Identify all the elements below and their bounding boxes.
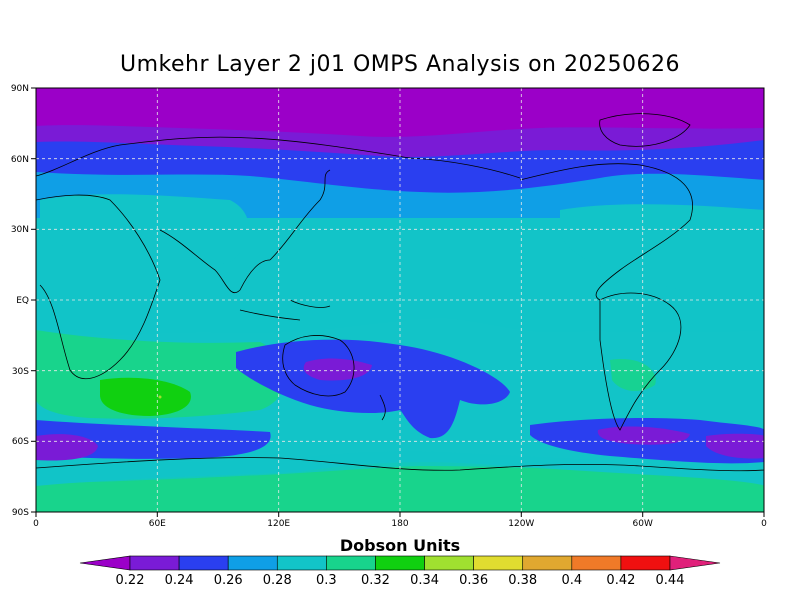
colorbar-arrow-high [669, 555, 721, 571]
colorbar-swatch [276, 555, 327, 571]
lon-label-120e: 120E [267, 519, 290, 529]
colorbar-tick-label: 0.32 [361, 573, 390, 588]
band-antarctic-0.32 [36, 462, 764, 512]
colorbar-tick-label: 0.34 [410, 573, 439, 588]
lat-label-eq: EQ [16, 296, 29, 306]
colorbar-tick-label: 0.28 [263, 573, 292, 588]
lon-label-0-right: 0 [761, 519, 767, 529]
lon-label-120w: 120W [508, 519, 534, 529]
lat-label-90s: 90S [12, 508, 29, 518]
colorbar-swatch [473, 555, 524, 571]
patch-0.22-west [36, 434, 98, 461]
colorbar-tick-label: 0.3 [316, 573, 337, 588]
colorbar-swatch [522, 555, 573, 571]
lat-label-60n: 60N [11, 155, 29, 165]
colorbar-swatch [129, 555, 180, 571]
coastlines [36, 113, 764, 472]
patch-south-indian [36, 330, 287, 419]
colorbar [79, 555, 721, 571]
lon-label-0-left: 0 [33, 519, 39, 529]
colorbar-tick-label: 0.44 [656, 573, 685, 588]
colorbar-swatch [424, 555, 474, 571]
lat-label-30s: 30S [12, 367, 29, 377]
colorbar-tick-label: 0.36 [459, 573, 488, 588]
grid [36, 88, 764, 512]
colorbar-swatch [375, 555, 425, 571]
colorbar-tick-label: 0.26 [214, 573, 243, 588]
colorbar-swatch [178, 555, 229, 571]
colorbar-swatch [620, 555, 671, 571]
lat-label-90n: 90N [11, 84, 29, 94]
patch-0.34 [100, 377, 191, 416]
colorbar-tick-label: 0.4 [561, 573, 582, 588]
patch-australia-0.22 [303, 358, 372, 381]
colorbar-labels: 0.22 0.24 0.26 0.28 0.3 0.32 0.34 0.36 0.38 0.4 0.… [116, 573, 685, 588]
map-title: Umkehr Layer 2 j01 OMPS Analysis on 2025… [120, 52, 680, 77]
colorbar-tick-label: 0.24 [165, 573, 194, 588]
colorbar-tick-label: 0.42 [606, 573, 635, 588]
colorbar-tick-label: 0.38 [508, 573, 537, 588]
colorbar-tick-label: 0.22 [116, 573, 145, 588]
patch-0.22-east [706, 433, 764, 459]
lat-label-30n: 30N [11, 225, 29, 235]
patch-0.22-argentina [597, 426, 690, 445]
lon-label-60e: 60E [149, 519, 166, 529]
colorbar-swatch [227, 555, 278, 571]
lon-label-60w: 60W [633, 519, 653, 529]
colorbar-swatch [571, 555, 622, 571]
lon-label-180: 180 [391, 519, 408, 529]
patch-africa [40, 194, 249, 266]
lat-label-60s: 60S [12, 437, 29, 447]
colorbar-swatch [326, 555, 376, 571]
patch-atlantic [560, 204, 764, 300]
colorbar-arrow-low [79, 555, 131, 571]
colorbar-title: Dobson Units [339, 536, 461, 555]
patch-australia-0.24 [236, 339, 510, 439]
